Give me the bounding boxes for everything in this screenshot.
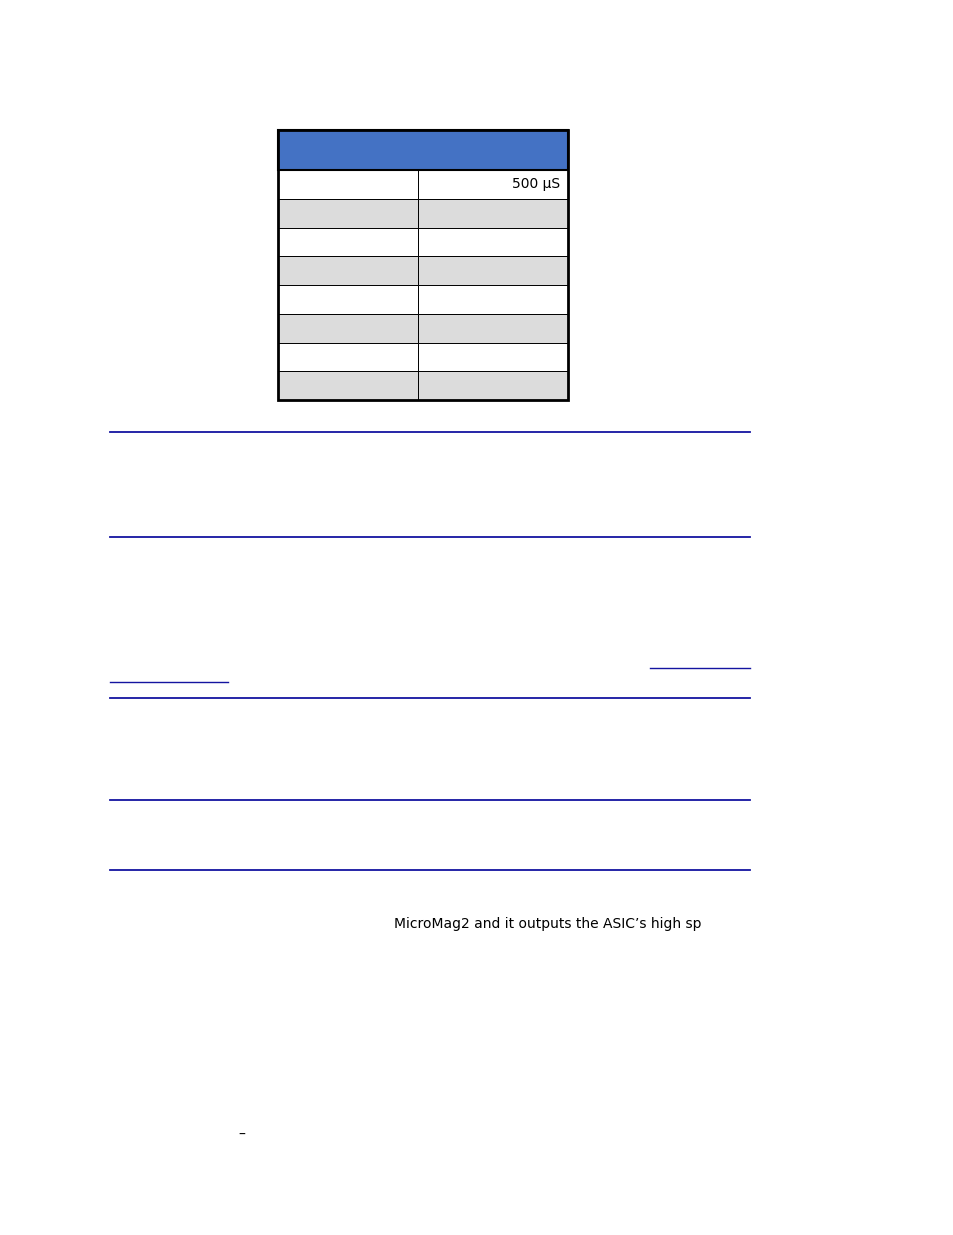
Bar [417, 227, 567, 256]
Bar [417, 256, 567, 285]
Bar [277, 170, 417, 199]
Bar [277, 199, 417, 227]
Bar [417, 285, 567, 314]
Bar [417, 314, 567, 342]
Bar [417, 372, 567, 400]
Text: 500 μS: 500 μS [512, 178, 559, 191]
Bar [277, 342, 417, 372]
Bar [277, 130, 567, 400]
Bar [277, 256, 417, 285]
Bar [417, 170, 567, 199]
Bar [277, 372, 417, 400]
Bar [277, 314, 417, 342]
Bar [277, 227, 417, 256]
Text: MicroMag2 and it outputs the ASIC’s high sp: MicroMag2 and it outputs the ASIC’s high… [394, 918, 701, 931]
Bar [417, 199, 567, 227]
Text: –: – [238, 1128, 245, 1142]
Bar [277, 285, 417, 314]
Bar [417, 342, 567, 372]
Bar [277, 130, 567, 170]
